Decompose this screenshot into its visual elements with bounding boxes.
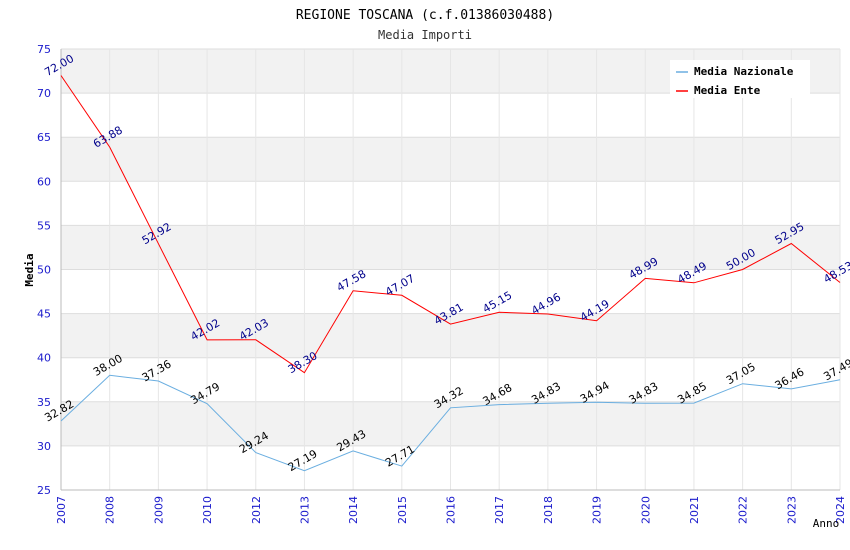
y-tick-label: 65 [37,131,51,144]
legend-label-media-ente: Media Ente [694,84,761,97]
x-tick-label: 2024 [834,496,847,524]
x-tick-label: 2015 [396,496,409,524]
x-tick-label: 2013 [298,496,311,524]
chart-title: REGIONE TOSCANA (c.f.01386030488) [296,8,554,23]
x-tick-label: 2020 [639,496,652,524]
y-tick-label: 70 [37,87,51,100]
x-tick-label: 2008 [104,496,117,524]
x-tick-label: 2007 [55,496,68,524]
legend: Media Nazionale Media Ente [670,60,810,98]
y-tick-label: 50 [37,264,51,277]
x-axis-title: Anno [813,517,840,530]
y-tick-label: 75 [37,43,51,56]
y-tick-label: 25 [37,484,51,497]
x-tick-label: 2023 [785,496,798,524]
x-tick-label: 2016 [445,496,458,524]
y-tick-label: 35 [37,396,51,409]
y-tick-label: 40 [37,352,51,365]
legend-label-media-nazionale: Media Nazionale [694,65,794,78]
x-tick-label: 2017 [493,496,506,524]
chart-subtitle: Media Importi [378,28,472,42]
y-tick-label: 60 [37,175,51,188]
legend-box [670,60,810,98]
y-tick-label: 55 [37,219,51,232]
y-axis: 25 30 35 40 45 50 55 60 65 70 75 [37,43,62,497]
x-tick-label: 2010 [201,496,214,524]
series-line-media-ente [60,75,841,374]
x-axis: 2007 2008 2009 2010 2012 2013 2014 2015 2016 2017… [55,489,847,524]
x-tick-label: 2019 [591,496,604,524]
x-tick-label: 2012 [250,496,263,524]
y-tick-label: 45 [37,308,51,321]
x-tick-label: 2022 [737,496,750,524]
x-tick-label: 2018 [542,496,555,524]
x-tick-label: 2021 [688,496,701,524]
x-tick-label: 2009 [152,496,165,524]
x-tick-label: 2014 [347,496,360,524]
y-tick-label: 30 [37,440,51,453]
series-line-media-nazionale [60,374,841,472]
y-axis-title: Media [23,253,36,286]
